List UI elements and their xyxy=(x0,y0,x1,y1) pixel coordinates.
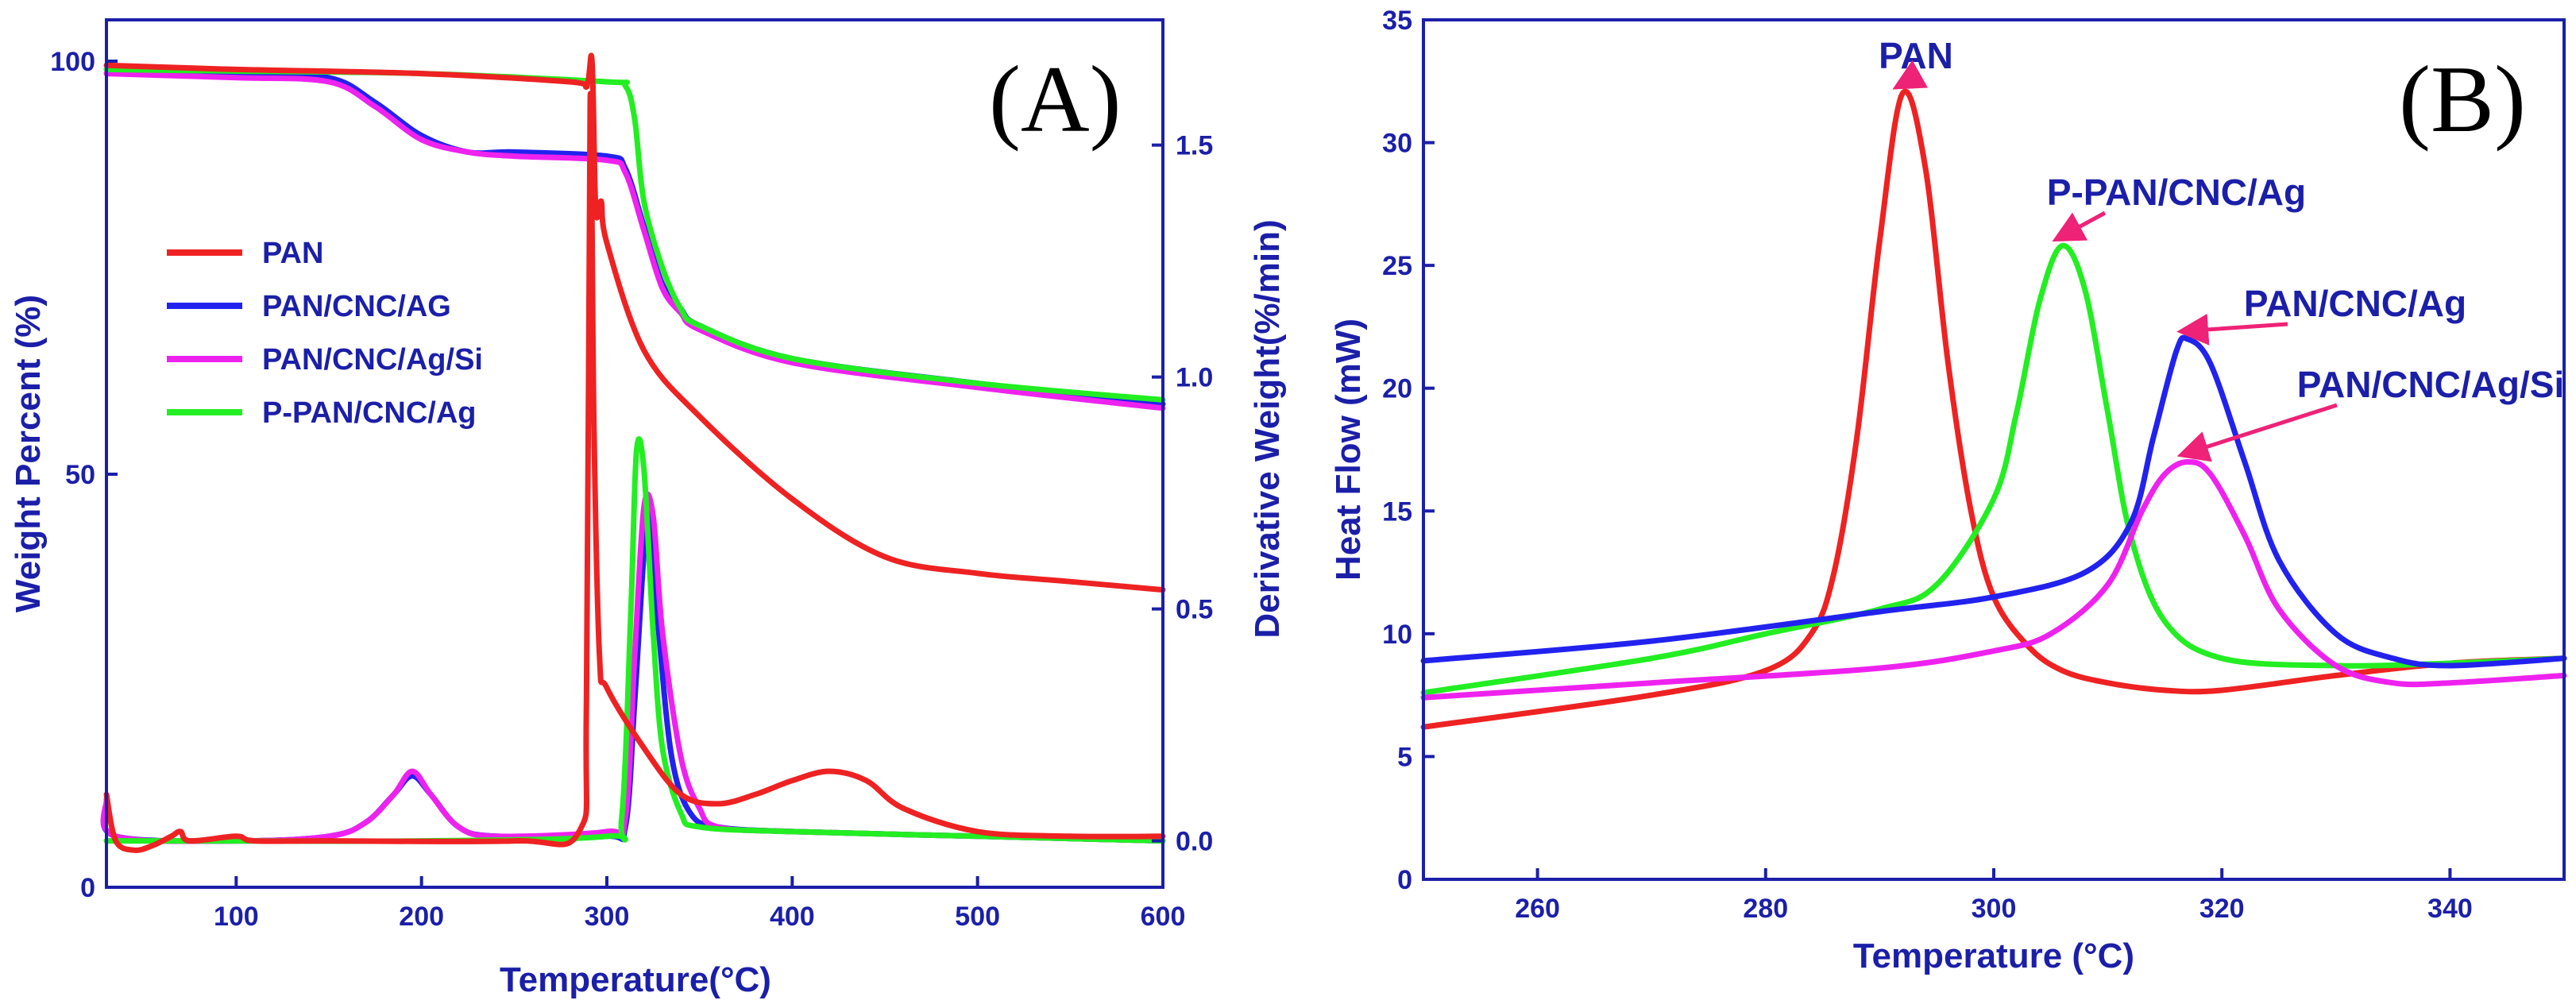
panel-b-y-axis: 0 5 10 15 20 25 30 35 xyxy=(1382,6,1435,895)
annotation-pan-cnc-ag-si: PAN/CNC/Ag/Si xyxy=(2297,364,2565,405)
panel-b-label: (B) xyxy=(2399,46,2526,152)
panel-a: 100 200 300 400 500 600 0 50 100 0.0 0.5 1.0 1.5 T… xyxy=(9,18,1287,999)
panel-a-x-axis: 100 200 300 400 500 600 xyxy=(214,876,1185,932)
panel-b-y-tick-label: 25 xyxy=(1382,251,1412,281)
panel-b: 260 280 300 320 340 0 5 10 15 20 25 30 35 Temperatu… xyxy=(1329,6,2567,975)
heatflow-line-pan xyxy=(1420,88,2567,730)
annotation-arrow-pan-cnc-ag-si xyxy=(2176,403,2338,462)
heatflow-line-pan-cnc-ag-si xyxy=(1420,459,2567,701)
panel-a-x-tick-label: 100 xyxy=(214,902,259,932)
panel-b-x-tick-label: 340 xyxy=(2427,894,2473,924)
weight-line-pan-cnc-ag-si xyxy=(103,71,1166,411)
panel-a-y-tick-label: 0 xyxy=(80,873,95,903)
panel-a-legend: PAN PAN/CNC/AG PAN/CNC/Ag/Si P-PAN/CNC/A… xyxy=(167,237,483,430)
panel-b-y-tick-label: 15 xyxy=(1382,496,1412,527)
panel-a-y-tick-label: 50 xyxy=(65,460,95,490)
panel-b-annotations: PAN P-PAN/CNC/Ag PAN/CNC/Ag PAN/CNC/Ag/S… xyxy=(1879,35,2565,462)
panel-a-x-tick-label: 500 xyxy=(955,902,1000,932)
panel-a-x-tick-label: 300 xyxy=(585,902,630,932)
panel-b-x-tick-label: 280 xyxy=(1743,894,1788,924)
panel-a-plot-area xyxy=(100,52,1166,853)
panel-b-plot-area xyxy=(1420,88,2567,730)
panel-b-y-tick-label: 0 xyxy=(1397,865,1412,895)
panel-a-label: (A) xyxy=(989,46,1122,152)
panel-a-y2-axis: 0.0 0.5 1.0 1.5 xyxy=(1152,131,1213,857)
panel-a-y2-tick-label: 1.5 xyxy=(1176,131,1213,161)
panel-b-y-tick-label: 5 xyxy=(1397,742,1412,772)
annotation-pan-cnc-ag: PAN/CNC/Ag xyxy=(2244,283,2466,324)
legend-label-p-pan-cnc-ag: P-PAN/CNC/Ag xyxy=(262,396,477,430)
panel-b-y-tick-label: 10 xyxy=(1382,620,1412,650)
legend-label-pan-cnc-ag-si: PAN/CNC/Ag/Si xyxy=(262,343,483,377)
legend-label-pan: PAN xyxy=(262,237,323,270)
annotation-pan: PAN xyxy=(1879,35,1953,76)
heatflow-line-pan-cnc-ag xyxy=(1420,334,2567,669)
panel-b-x-tick-label: 320 xyxy=(2199,894,2245,924)
annotation-p-pan-cnc-ag: P-PAN/CNC/Ag xyxy=(2047,172,2306,213)
panel-a-frame xyxy=(105,18,1164,889)
panel-b-x-tick-label: 300 xyxy=(1972,894,2017,924)
panel-b-y-tick-label: 20 xyxy=(1382,374,1412,404)
panel-b-x-axis: 260 280 300 320 340 xyxy=(1515,868,2473,924)
panel-a-y2-tick-label: 1.0 xyxy=(1176,363,1213,393)
panel-a-x-tick-label: 200 xyxy=(399,902,444,932)
panel-a-x-axis-label: Temperature(°C) xyxy=(500,960,771,999)
panel-a-x-tick-label: 600 xyxy=(1141,902,1186,932)
panel-b-frame xyxy=(1422,18,2566,881)
panel-a-y2-axis-label: Derivative Weight(%/min) xyxy=(1248,219,1287,638)
annotation-arrow-pan-cnc-ag xyxy=(2176,313,2288,346)
panel-a-y-axis: 0 50 100 xyxy=(50,47,118,903)
annotation-arrow-pan xyxy=(1892,60,1929,90)
panel-b-x-axis-label: Temperature (°C) xyxy=(1853,937,2134,975)
annotation-arrow-p-pan-cnc-ag xyxy=(2052,210,2107,242)
panel-a-y2-tick-label: 0.0 xyxy=(1176,827,1213,857)
legend-label-pan-cnc-ag: PAN/CNC/AG xyxy=(262,290,451,323)
panel-a-y-axis-label: Weight Percent (%) xyxy=(9,295,48,612)
panel-a-y-tick-label: 100 xyxy=(50,47,95,77)
panel-b-y-tick-label: 35 xyxy=(1382,6,1412,36)
panel-b-y-axis-label: Heat Flow (mW) xyxy=(1329,319,1368,581)
panel-a-y2-tick-label: 0.5 xyxy=(1176,595,1213,625)
panel-b-y-tick-label: 30 xyxy=(1382,129,1412,159)
weight-line-pan xyxy=(103,52,1166,593)
derivative-line-pan xyxy=(103,91,1166,853)
panel-a-x-tick-label: 400 xyxy=(770,902,815,932)
heatflow-line-p-pan-cnc-ag xyxy=(1420,242,2567,696)
panel-b-x-tick-label: 260 xyxy=(1515,894,1560,924)
